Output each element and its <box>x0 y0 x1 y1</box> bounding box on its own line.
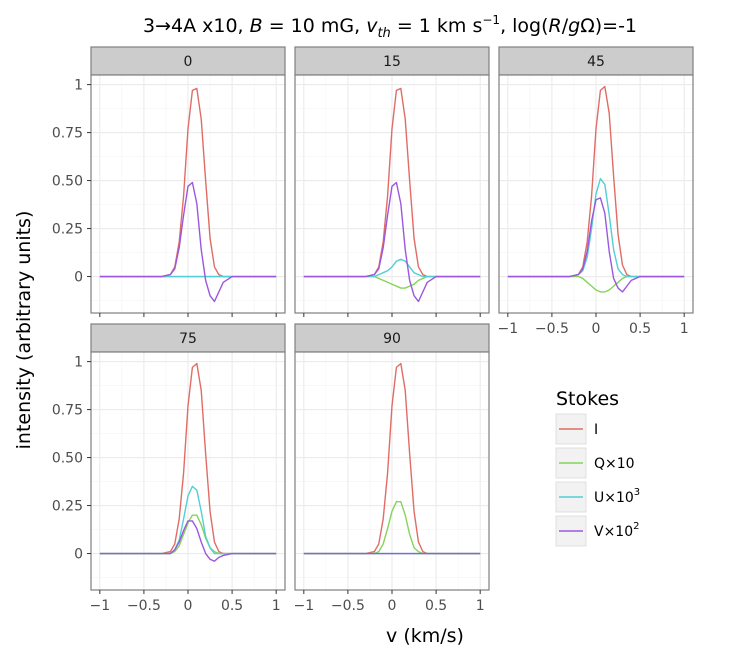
x-tick-label: 0 <box>592 321 601 337</box>
x-tick-label: 1 <box>476 598 485 614</box>
series-line-V-panel-0 <box>99 181 277 303</box>
legend-label-Q: Q×10 <box>594 456 635 472</box>
legend-label-I: I <box>594 422 598 438</box>
y-tick-label: 1 <box>74 355 83 371</box>
x-tick-label: −1 <box>293 598 314 614</box>
y-tick-label: 0.25 <box>52 499 83 515</box>
y-tick-label: 0.25 <box>52 222 83 238</box>
x-axis-title: v (km/s) <box>386 625 464 647</box>
legend-item-I: I <box>555 413 598 445</box>
x-tick-label: −0.5 <box>535 321 569 337</box>
strip-90 <box>294 323 490 353</box>
legend-item-Q: Q×10 <box>555 447 635 479</box>
x-tick-label: −0.5 <box>331 598 365 614</box>
y-tick-label: 1 <box>74 78 83 94</box>
strip-75 <box>90 323 286 353</box>
y-tick-label: 0.75 <box>52 403 83 419</box>
strip-0 <box>90 46 286 76</box>
plot-title: 3→4A x10, B = 10 mG, vth = 1 km s−1, log… <box>143 13 637 41</box>
legend-label-V: V×102 <box>594 521 640 540</box>
series-line-V-panel-15 <box>303 181 481 303</box>
series-line-V-panel-75 <box>99 520 277 562</box>
x-tick-label: 0.5 <box>629 321 651 337</box>
y-tick-label: 0 <box>74 270 83 286</box>
x-tick-label: 0 <box>184 598 193 614</box>
x-tick-label: −1 <box>497 321 518 337</box>
panel-75: 75 0 0.25 0.50 0.75 1 −1 −0.5 0 0.5 1 <box>52 323 286 614</box>
legend-item-U: U×103 <box>555 481 640 513</box>
series-line-V-panel-45 <box>507 197 685 293</box>
legend-title: Stokes <box>556 388 619 410</box>
panel-45: 45 −1 −0.5 0 0.5 1 <box>497 46 694 337</box>
x-tick-label: 0.5 <box>221 598 243 614</box>
panel-90: 90 −1 −0.5 0 0.5 1 <box>293 323 490 614</box>
legend: Stokes I Q×10 U×103 V×102 <box>555 388 640 547</box>
strip-label-90: 90 <box>383 331 401 347</box>
legend-label-U: U×103 <box>594 487 640 506</box>
x-tick-label: 0.5 <box>425 598 447 614</box>
y-tick-label: 0 <box>74 547 83 563</box>
panel-15: 15 <box>294 46 490 317</box>
panel-0: 0 0 0.25 0.50 0.75 1 <box>52 46 286 317</box>
x-tick-label: −0.5 <box>127 598 161 614</box>
y-tick-label: 0.50 <box>52 451 83 467</box>
strip-label-0: 0 <box>184 54 193 70</box>
x-tick-label: 1 <box>680 321 689 337</box>
strip-label-75: 75 <box>179 331 197 347</box>
x-tick-label: 0 <box>388 598 397 614</box>
y-tick-label: 0.50 <box>52 174 83 190</box>
strip-label-15: 15 <box>383 54 401 70</box>
strip-label-45: 45 <box>587 54 605 70</box>
strip-45 <box>498 46 694 76</box>
x-tick-label: 1 <box>272 598 281 614</box>
x-tick-label: −1 <box>89 598 110 614</box>
strip-15 <box>294 46 490 76</box>
y-axis-title: intensity (arbitrary units) <box>13 211 35 450</box>
legend-item-V: V×102 <box>555 515 640 547</box>
y-tick-label: 0.75 <box>52 126 83 142</box>
